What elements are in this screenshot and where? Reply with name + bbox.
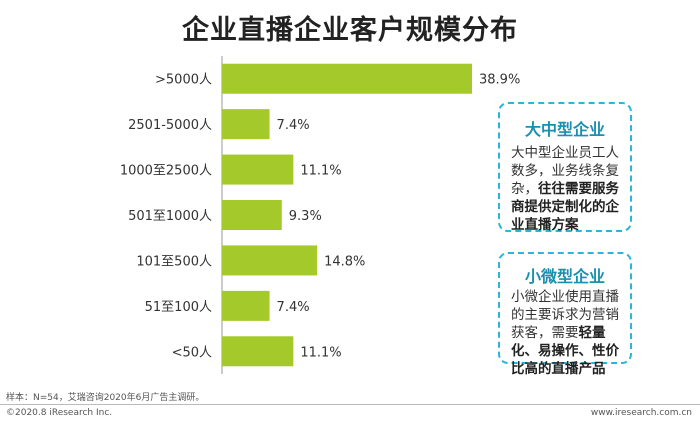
small-enterprise-text-bold: 轻量化、易操作、性价比高的直播产品 [511, 325, 619, 377]
bar [222, 63, 472, 94]
source-note: 样本：N=54，艾瑞咨询2020年6月广告主调研。 [6, 393, 205, 403]
value-label: 14.8% [324, 254, 365, 269]
value-label: 7.4% [277, 300, 310, 315]
copyright-text: ©2020.8 iResearch Inc. [6, 408, 113, 418]
large-enterprise-text-plain: 大中型企业员工人数多，业务线条复杂， [511, 145, 619, 197]
value-label: 38.9% [479, 73, 520, 88]
footer-divider [0, 404, 700, 405]
bar [222, 200, 282, 230]
large-enterprise-text-bold: 往往需要服务商提供定制化的企业直播方案 [511, 181, 619, 233]
category-label: 101至500人 [136, 254, 212, 269]
bar [222, 336, 294, 367]
value-label: 11.1% [300, 345, 341, 360]
bar [222, 290, 270, 321]
value-label: 7.4% [277, 118, 310, 133]
category-label: <50人 [172, 345, 212, 360]
category-label: >5000人 [155, 73, 212, 88]
small-enterprise-card-text: 小微企业使用直播的主要诉求为营销获客，需要轻量化、易操作、性价比高的直播产品 [511, 288, 620, 378]
small-enterprise-card-title: 小微型企业 [524, 267, 605, 286]
bar [222, 245, 318, 276]
small-enterprise-text-plain: 小微企业使用直播的主要诉求为营销获客，需要 [511, 289, 619, 341]
large-enterprise-card-text: 大中型企业员工人数多，业务线条复杂，往往需要服务商提供定制化的企业直播方案 [511, 144, 620, 234]
category-label: 501至1000人 [128, 209, 212, 224]
category-label: 2501-5000人 [128, 118, 212, 133]
website-text: www.iresearch.com.cn [590, 408, 692, 418]
category-label: 51至100人 [145, 300, 212, 315]
small-enterprise-card: 小微型企业 小微企业使用直播的主要诉求为营销获客，需要轻量化、易操作、性价比高的… [498, 252, 632, 377]
large-enterprise-card: 大中型企业 大中型企业员工人数多，业务线条复杂，往往需要服务商提供定制化的企业直… [498, 102, 632, 234]
value-label: 9.3% [289, 209, 322, 224]
bar [222, 154, 294, 185]
value-label: 11.1% [300, 164, 341, 179]
bar [222, 109, 270, 140]
chart-title: 企业直播企业客户规模分布 [182, 15, 518, 46]
category-label: 1000至2500人 [120, 164, 212, 179]
large-enterprise-card-title: 大中型企业 [524, 120, 605, 139]
